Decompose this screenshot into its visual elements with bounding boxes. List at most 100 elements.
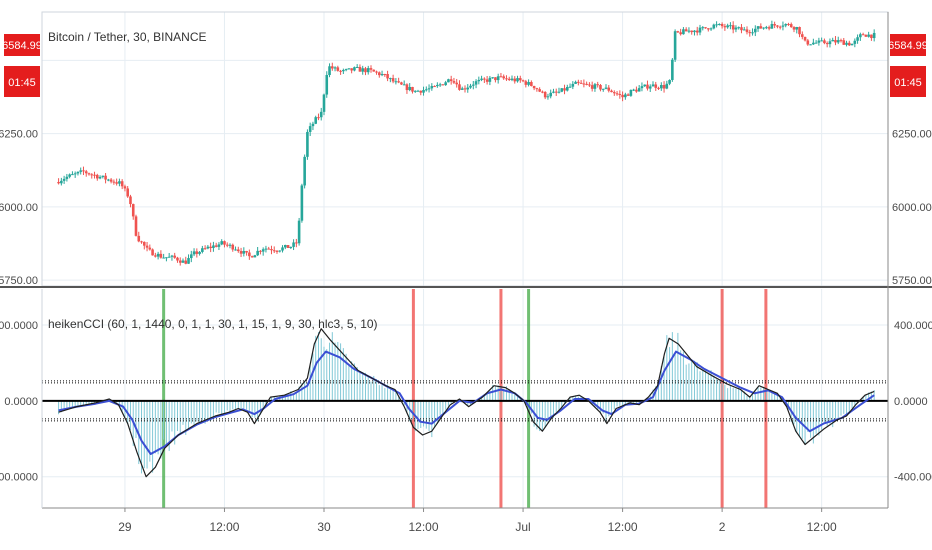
candle[interactable] bbox=[828, 38, 832, 48]
candle[interactable] bbox=[375, 70, 378, 75]
candle[interactable] bbox=[748, 29, 752, 37]
candle[interactable] bbox=[129, 194, 132, 208]
candle[interactable] bbox=[574, 80, 577, 85]
candle[interactable] bbox=[355, 64, 359, 68]
candle[interactable] bbox=[187, 254, 190, 264]
candle[interactable] bbox=[599, 84, 602, 92]
candle[interactable] bbox=[831, 37, 835, 42]
candle[interactable] bbox=[789, 22, 793, 28]
candle[interactable] bbox=[441, 84, 445, 86]
candle[interactable] bbox=[543, 91, 547, 100]
candle[interactable] bbox=[350, 68, 353, 74]
candle[interactable] bbox=[704, 27, 707, 29]
candle[interactable] bbox=[159, 250, 163, 259]
candle[interactable] bbox=[571, 81, 575, 90]
candle[interactable] bbox=[430, 83, 434, 91]
oscillator-pane[interactable]: 400.0000 400.0000 0.0000 0.0000 -400.0000 -40… bbox=[0, 289, 932, 508]
candle[interactable] bbox=[120, 179, 124, 190]
candle[interactable] bbox=[400, 81, 403, 85]
candle[interactable] bbox=[507, 76, 511, 81]
candle[interactable] bbox=[629, 89, 633, 97]
candle[interactable] bbox=[455, 78, 459, 88]
candle[interactable] bbox=[242, 247, 246, 257]
candle[interactable] bbox=[297, 217, 301, 246]
candle[interactable] bbox=[872, 29, 876, 42]
candle[interactable] bbox=[773, 21, 776, 29]
candle[interactable] bbox=[740, 24, 743, 34]
candle[interactable] bbox=[648, 84, 652, 93]
candle[interactable] bbox=[286, 244, 290, 249]
candle[interactable] bbox=[668, 79, 671, 86]
candle[interactable] bbox=[84, 169, 88, 177]
candle[interactable] bbox=[303, 154, 306, 189]
candle[interactable] bbox=[413, 90, 417, 93]
candle[interactable] bbox=[292, 239, 295, 251]
candle[interactable] bbox=[447, 78, 450, 83]
candle[interactable] bbox=[718, 23, 721, 26]
candle[interactable] bbox=[546, 93, 550, 100]
candle[interactable] bbox=[859, 32, 862, 41]
candle[interactable] bbox=[154, 252, 157, 258]
candle[interactable] bbox=[731, 21, 735, 34]
candle[interactable] bbox=[516, 75, 519, 83]
candle[interactable] bbox=[131, 203, 135, 220]
candle[interactable] bbox=[510, 75, 514, 82]
candle[interactable] bbox=[864, 34, 868, 37]
candle[interactable] bbox=[839, 38, 843, 43]
candle[interactable] bbox=[646, 80, 649, 91]
candle[interactable] bbox=[654, 81, 658, 91]
candle[interactable] bbox=[814, 40, 818, 44]
candle[interactable] bbox=[314, 115, 318, 125]
candle[interactable] bbox=[322, 93, 326, 116]
candle[interactable] bbox=[845, 40, 848, 47]
candle[interactable] bbox=[361, 65, 365, 75]
candle[interactable] bbox=[198, 250, 201, 256]
candle[interactable] bbox=[364, 66, 367, 76]
candle[interactable] bbox=[812, 38, 815, 45]
candles[interactable] bbox=[57, 20, 876, 266]
candle[interactable] bbox=[358, 64, 362, 72]
candle[interactable] bbox=[798, 26, 801, 38]
candle[interactable] bbox=[195, 248, 199, 258]
candle[interactable] bbox=[228, 243, 232, 249]
candle[interactable] bbox=[665, 80, 669, 90]
candle[interactable] bbox=[469, 83, 472, 89]
candle[interactable] bbox=[767, 25, 771, 31]
candle[interactable] bbox=[369, 65, 373, 73]
candle[interactable] bbox=[787, 22, 790, 26]
candle[interactable] bbox=[673, 29, 677, 62]
candle[interactable] bbox=[438, 82, 442, 87]
candle[interactable] bbox=[579, 80, 583, 84]
candle[interactable] bbox=[145, 242, 149, 252]
candle[interactable] bbox=[162, 253, 165, 259]
candle[interactable] bbox=[679, 28, 682, 36]
candle[interactable] bbox=[726, 23, 729, 29]
candle[interactable] bbox=[701, 26, 705, 31]
candle[interactable] bbox=[753, 25, 757, 37]
candle[interactable] bbox=[847, 40, 851, 47]
candle[interactable] bbox=[82, 166, 85, 176]
candle[interactable] bbox=[383, 73, 387, 77]
candle[interactable] bbox=[734, 25, 738, 33]
candle[interactable] bbox=[259, 250, 262, 255]
candle[interactable] bbox=[201, 245, 204, 254]
candle[interactable] bbox=[618, 90, 622, 99]
candle[interactable] bbox=[275, 250, 279, 254]
candle[interactable] bbox=[189, 250, 193, 263]
candle[interactable] bbox=[842, 37, 846, 45]
candle[interactable] bbox=[60, 177, 63, 186]
candle[interactable] bbox=[90, 173, 94, 179]
candle[interactable] bbox=[416, 89, 420, 92]
candle[interactable] bbox=[853, 38, 857, 48]
candle[interactable] bbox=[411, 86, 414, 94]
candle[interactable] bbox=[148, 244, 152, 251]
candle[interactable] bbox=[856, 34, 859, 44]
candle[interactable] bbox=[65, 173, 69, 182]
time-axis[interactable]: 29 12:00 30 12:00 Jul 12:00 2 12:00 bbox=[118, 508, 837, 534]
candle[interactable] bbox=[590, 81, 594, 92]
candle[interactable] bbox=[270, 245, 273, 255]
candle[interactable] bbox=[156, 251, 160, 260]
candle[interactable] bbox=[98, 175, 102, 180]
candle[interactable] bbox=[565, 84, 569, 92]
